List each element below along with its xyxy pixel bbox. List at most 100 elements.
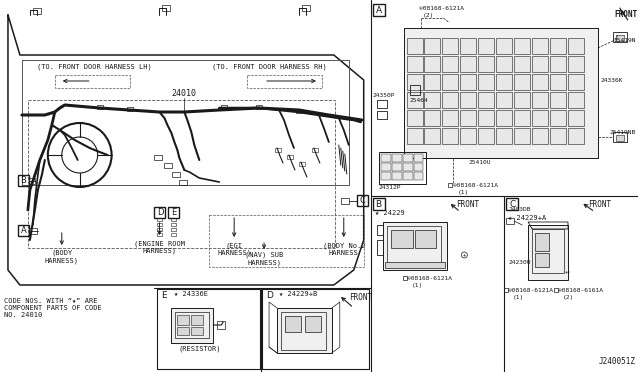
Bar bbox=[372, 198, 385, 210]
Bar bbox=[406, 110, 422, 126]
Bar bbox=[532, 110, 548, 126]
Bar bbox=[514, 56, 530, 72]
Bar bbox=[514, 128, 530, 144]
Bar bbox=[262, 289, 369, 369]
Bar bbox=[18, 175, 29, 186]
Bar bbox=[191, 315, 204, 325]
Bar bbox=[403, 154, 413, 162]
Text: (1): (1) bbox=[458, 190, 468, 195]
Bar bbox=[442, 38, 458, 54]
Text: E: E bbox=[161, 291, 167, 300]
Bar bbox=[550, 110, 566, 126]
Bar bbox=[478, 74, 494, 90]
Bar bbox=[550, 56, 566, 72]
Bar bbox=[424, 56, 440, 72]
Text: 25419N: 25419N bbox=[613, 38, 636, 43]
Text: 24230U: 24230U bbox=[508, 260, 531, 265]
Text: D: D bbox=[266, 291, 273, 300]
Bar bbox=[406, 128, 422, 144]
Bar bbox=[532, 56, 548, 72]
Bar bbox=[385, 262, 445, 268]
Bar bbox=[424, 38, 440, 54]
Bar bbox=[406, 38, 422, 54]
Text: ★ 24229+A: ★ 24229+A bbox=[508, 215, 547, 221]
Bar bbox=[532, 229, 564, 273]
Bar bbox=[247, 75, 322, 88]
Bar bbox=[514, 38, 530, 54]
Text: ★ 24229+B: ★ 24229+B bbox=[279, 291, 317, 297]
Bar bbox=[221, 105, 227, 109]
Bar bbox=[616, 35, 624, 41]
Text: FRONT: FRONT bbox=[588, 200, 611, 209]
Text: +: + bbox=[463, 253, 466, 257]
Bar bbox=[478, 128, 494, 144]
Bar bbox=[172, 172, 180, 177]
Text: (2): (2) bbox=[563, 295, 574, 300]
Text: ®08168-6121A: ®08168-6121A bbox=[406, 276, 452, 281]
Bar bbox=[392, 154, 401, 162]
Bar bbox=[299, 162, 305, 166]
Bar bbox=[172, 308, 213, 343]
Bar bbox=[616, 135, 624, 141]
Bar bbox=[372, 4, 385, 16]
Bar bbox=[460, 56, 476, 72]
Bar bbox=[281, 312, 326, 350]
Bar bbox=[532, 74, 548, 90]
Text: (ENGINE ROOM
HARNESS): (ENGINE ROOM HARNESS) bbox=[134, 240, 185, 254]
Bar bbox=[275, 148, 281, 152]
Text: ®08168-6161A: ®08168-6161A bbox=[558, 288, 603, 293]
Text: (BODY
HARNESS): (BODY HARNESS) bbox=[45, 250, 79, 264]
Text: ®08168-6121A: ®08168-6121A bbox=[453, 183, 499, 188]
Bar bbox=[478, 92, 494, 108]
Bar bbox=[277, 308, 332, 353]
Bar bbox=[157, 228, 163, 231]
Bar bbox=[55, 75, 129, 88]
Bar bbox=[535, 233, 549, 251]
Bar bbox=[404, 28, 598, 158]
Bar bbox=[381, 154, 390, 162]
Bar bbox=[172, 233, 177, 236]
Bar bbox=[33, 8, 41, 14]
Bar bbox=[613, 32, 627, 42]
Text: ★ 24229: ★ 24229 bbox=[374, 210, 404, 216]
Text: B: B bbox=[376, 199, 381, 208]
Bar bbox=[424, 74, 440, 90]
Bar bbox=[381, 172, 390, 180]
Text: A: A bbox=[376, 6, 381, 15]
Bar bbox=[154, 155, 163, 160]
Bar bbox=[163, 5, 170, 11]
Bar bbox=[390, 230, 413, 248]
Text: 24336K: 24336K bbox=[601, 77, 623, 83]
Bar bbox=[504, 288, 508, 292]
Bar bbox=[209, 215, 364, 267]
Bar bbox=[535, 253, 549, 267]
Bar bbox=[478, 110, 494, 126]
Text: 24010: 24010 bbox=[172, 89, 197, 98]
Bar bbox=[568, 110, 584, 126]
Bar bbox=[478, 38, 494, 54]
Text: ®08168-6121A: ®08168-6121A bbox=[508, 288, 553, 293]
Bar bbox=[568, 74, 584, 90]
Bar bbox=[449, 183, 452, 187]
Bar bbox=[496, 92, 512, 108]
Bar bbox=[154, 207, 165, 218]
Bar bbox=[392, 172, 401, 180]
Bar bbox=[496, 74, 512, 90]
Bar bbox=[478, 56, 494, 72]
Bar bbox=[172, 228, 177, 231]
Bar bbox=[550, 38, 566, 54]
Bar bbox=[28, 100, 335, 248]
Text: (1): (1) bbox=[513, 295, 524, 300]
Text: C: C bbox=[509, 199, 515, 208]
Bar bbox=[168, 207, 179, 218]
Bar bbox=[568, 92, 584, 108]
Text: CODE NOS. WITH “★” ARE
COMPONENT PARTS OF CODE
NO. 24010: CODE NOS. WITH “★” ARE COMPONENT PARTS O… bbox=[4, 298, 102, 318]
Bar bbox=[29, 178, 35, 184]
Bar bbox=[550, 128, 566, 144]
Text: 24312P: 24312P bbox=[379, 185, 401, 190]
Bar bbox=[406, 92, 422, 108]
Bar bbox=[406, 74, 422, 90]
Bar bbox=[403, 163, 413, 171]
Bar bbox=[568, 56, 584, 72]
Bar bbox=[496, 56, 512, 72]
